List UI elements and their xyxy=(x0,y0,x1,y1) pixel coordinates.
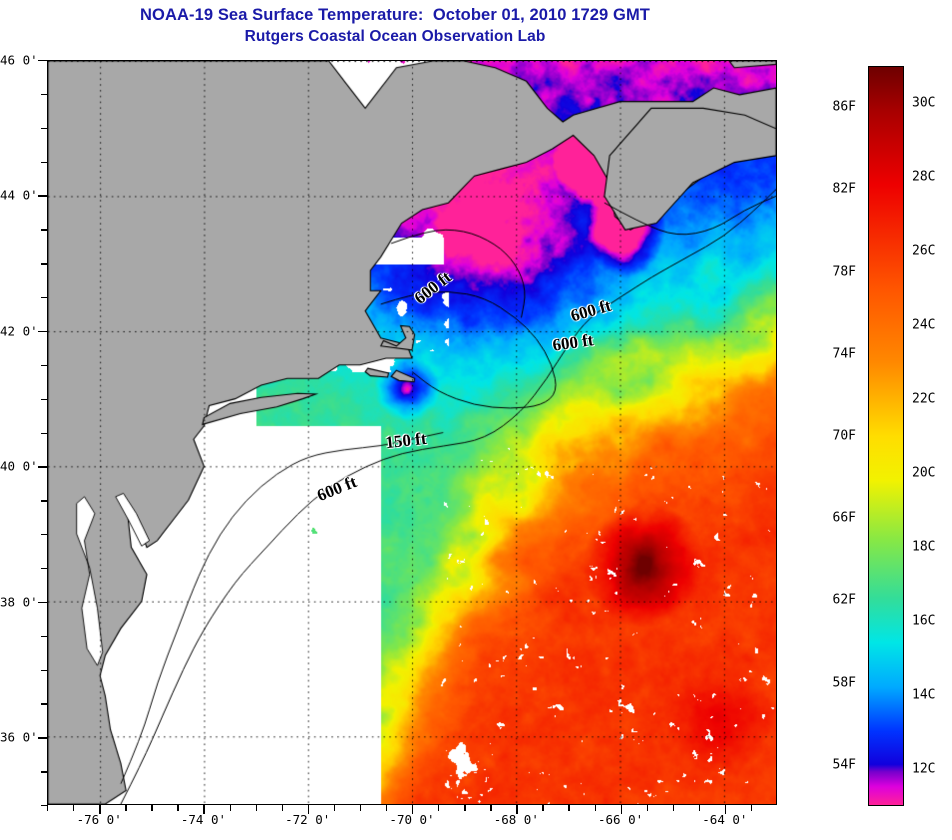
x-axis-tick xyxy=(698,805,701,811)
x-axis-tick xyxy=(151,805,153,811)
x-axis-tick xyxy=(620,805,622,814)
y-axis-label: 38 0' xyxy=(0,594,38,610)
x-axis-tick xyxy=(99,805,101,814)
x-axis-label: -72 0' xyxy=(285,812,331,827)
y-axis-tick xyxy=(41,703,47,705)
colorbar-label-fahrenheit: 66F xyxy=(832,510,856,526)
colorbar-label-celsius: 26C xyxy=(912,243,936,259)
x-axis-tick xyxy=(47,805,49,811)
y-axis-tick xyxy=(41,398,47,401)
x-axis-tick xyxy=(542,805,544,811)
colorbar-gradient xyxy=(868,66,904,806)
x-axis-tick xyxy=(177,805,179,811)
colorbar[interactable] xyxy=(868,66,904,806)
x-axis-tick xyxy=(646,805,649,811)
colorbar-label-fahrenheit: 62F xyxy=(832,592,856,608)
y-axis-tick xyxy=(41,229,47,231)
y-axis-tick xyxy=(41,500,47,502)
x-axis-label: -64 0' xyxy=(702,812,748,827)
page-title: NOAA-19 Sea Surface Temperature: October… xyxy=(140,6,650,24)
x-axis-tick xyxy=(464,805,466,811)
x-axis-tick xyxy=(490,805,492,811)
x-axis-label: -68 0' xyxy=(493,812,539,827)
y-axis-label: 36 0' xyxy=(0,729,38,745)
colorbar-label-fahrenheit: 54F xyxy=(832,757,856,773)
x-axis-tick xyxy=(203,805,205,814)
sst-raster xyxy=(48,61,776,804)
y-axis-tick xyxy=(41,263,47,265)
x-axis-tick xyxy=(307,805,310,814)
x-axis-tick xyxy=(412,805,414,814)
y-axis-tick xyxy=(41,805,47,807)
x-axis-tick xyxy=(385,805,388,811)
page-subtitle: Rutgers Coastal Ocean Observation Lab xyxy=(244,28,546,45)
x-axis-tick xyxy=(724,805,727,814)
y-axis-tick xyxy=(38,330,47,333)
y-axis-tick xyxy=(41,534,47,536)
y-axis-tick xyxy=(38,60,47,62)
colorbar-label-fahrenheit: 58F xyxy=(832,675,856,691)
y-axis-tick xyxy=(38,466,47,468)
colorbar-label-celsius: 20C xyxy=(912,465,936,481)
y-axis-label: 40 0' xyxy=(0,458,38,474)
x-axis-tick xyxy=(594,805,596,811)
y-axis-label: 46 0' xyxy=(0,52,38,68)
y-axis-tick xyxy=(38,601,47,604)
x-axis-tick xyxy=(333,805,336,811)
x-axis-tick xyxy=(73,805,75,811)
depth-contour-label: 150 ft xyxy=(384,428,428,453)
x-axis-tick xyxy=(568,805,570,811)
colorbar-label-celsius: 28C xyxy=(912,169,936,185)
x-axis-label: -74 0' xyxy=(180,812,226,827)
sst-map[interactable] xyxy=(47,60,777,805)
x-axis-tick xyxy=(516,805,518,814)
x-axis-tick xyxy=(672,805,675,811)
y-axis-tick xyxy=(41,771,47,773)
y-axis-tick xyxy=(41,127,47,130)
colorbar-label-fahrenheit: 82F xyxy=(832,181,856,197)
colorbar-label-celsius: 12C xyxy=(912,761,936,777)
y-axis-tick xyxy=(41,93,47,96)
y-axis-tick xyxy=(41,432,47,434)
colorbar-label-celsius: 22C xyxy=(912,391,936,407)
y-axis-tick xyxy=(41,297,47,299)
colorbar-label-celsius: 18C xyxy=(912,539,936,555)
x-axis-tick xyxy=(281,805,284,811)
x-axis-tick xyxy=(125,805,127,811)
x-axis-tick xyxy=(255,805,257,811)
x-axis-label: -76 0' xyxy=(76,812,122,827)
y-axis-tick xyxy=(41,635,47,638)
y-axis-label: 44 0' xyxy=(0,187,38,203)
colorbar-label-celsius: 30C xyxy=(912,95,936,111)
colorbar-label-fahrenheit: 78F xyxy=(832,264,856,280)
colorbar-label-fahrenheit: 70F xyxy=(832,428,856,444)
x-axis-tick xyxy=(438,805,440,811)
y-axis-tick xyxy=(41,669,47,671)
y-axis-label: 42 0' xyxy=(0,323,38,339)
title-block: NOAA-19 Sea Surface Temperature: October… xyxy=(0,4,790,48)
y-axis-tick xyxy=(41,567,47,570)
x-axis-label: -66 0' xyxy=(597,812,644,827)
x-axis-label: -70 0' xyxy=(389,812,435,827)
x-axis-tick xyxy=(229,805,231,811)
colorbar-label-celsius: 16C xyxy=(912,613,936,629)
colorbar-label-fahrenheit: 74F xyxy=(832,346,856,362)
x-axis-tick xyxy=(359,805,362,811)
colorbar-label-celsius: 24C xyxy=(912,317,936,333)
colorbar-label-fahrenheit: 86F xyxy=(832,99,856,115)
y-axis-tick xyxy=(38,195,47,197)
y-axis-tick xyxy=(41,161,47,163)
x-axis-tick xyxy=(750,805,753,811)
y-axis-tick xyxy=(38,737,47,739)
y-axis-tick xyxy=(41,364,47,367)
colorbar-label-celsius: 14C xyxy=(912,687,936,703)
